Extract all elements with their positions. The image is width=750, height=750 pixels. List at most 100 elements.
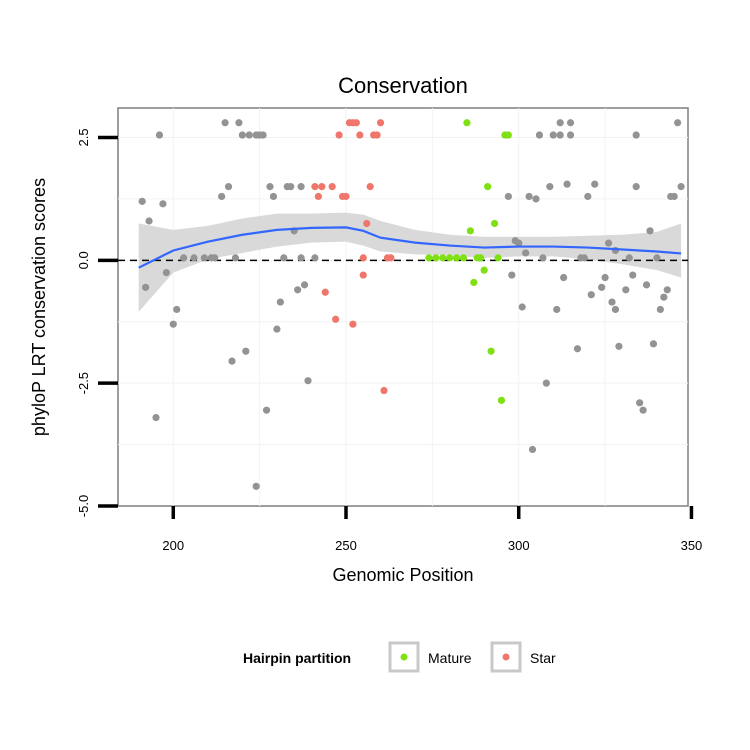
point-other: [670, 192, 678, 201]
point-other: [615, 342, 623, 350]
point-star: [363, 219, 371, 228]
point-star: [318, 183, 326, 191]
point-mature: [497, 396, 506, 404]
point-other: [591, 180, 599, 188]
point-other: [542, 379, 550, 387]
point-other: [656, 305, 664, 314]
point-other: [221, 119, 229, 127]
y-tick-label: 2.5: [76, 128, 91, 146]
point-mature: [494, 254, 502, 262]
point-star: [342, 192, 350, 201]
y-tick-label: 0.0: [76, 251, 91, 269]
x-tick-label: 250: [335, 538, 357, 553]
point-other: [604, 239, 613, 247]
point-other: [269, 192, 278, 201]
point-other: [297, 183, 305, 191]
point-other: [508, 271, 516, 279]
point-other: [180, 254, 188, 262]
point-mature: [459, 254, 468, 262]
point-other: [584, 192, 592, 201]
point-other: [152, 413, 160, 422]
point-other: [525, 192, 533, 201]
point-other: [294, 286, 302, 294]
point-other: [300, 281, 309, 289]
point-other: [228, 357, 236, 365]
point-other: [636, 399, 644, 407]
point-star: [359, 271, 367, 279]
point-mature: [490, 219, 499, 228]
point-other: [235, 119, 243, 127]
point-other: [218, 192, 226, 201]
point-other: [632, 183, 640, 191]
grid-lines: [118, 108, 688, 506]
point-star: [349, 320, 357, 328]
point-other: [231, 254, 240, 262]
confidence-band-area: [138, 212, 682, 312]
point-star: [335, 131, 343, 139]
point-other: [632, 131, 640, 139]
point-mature: [446, 254, 454, 262]
point-other: [660, 293, 668, 301]
point-other: [549, 131, 557, 139]
point-mature: [487, 347, 495, 355]
smooth-line: [138, 226, 682, 269]
point-other: [653, 254, 661, 262]
point-other: [677, 183, 685, 191]
point-mature: [470, 278, 478, 287]
legend: Hairpin partition Mature Star: [243, 641, 556, 673]
point-other: [663, 286, 671, 294]
point-other: [252, 482, 260, 490]
point-other: [611, 305, 620, 314]
point-other: [169, 320, 177, 328]
point-other: [311, 254, 319, 262]
point-other: [211, 254, 219, 262]
point-other: [639, 406, 647, 414]
point-other: [566, 119, 575, 127]
legend-title: Hairpin partition: [243, 650, 351, 666]
y-tick-label: -5.0: [76, 495, 91, 517]
point-star: [321, 288, 329, 296]
point-other: [566, 131, 575, 139]
confidence-band: [138, 212, 682, 312]
x-axis-title: Genomic Position: [332, 565, 473, 585]
point-other: [573, 345, 582, 353]
point-star: [311, 183, 319, 191]
point-other: [528, 445, 537, 454]
point-other: [518, 303, 526, 311]
point-other: [145, 217, 153, 225]
point-other: [280, 254, 288, 262]
point-other: [539, 254, 547, 262]
point-mature: [466, 227, 474, 235]
point-other: [556, 119, 564, 127]
point-other: [304, 377, 312, 385]
point-other: [190, 254, 198, 262]
point-mature: [484, 183, 492, 191]
point-other: [138, 197, 146, 205]
point-other: [580, 254, 588, 262]
point-other: [155, 131, 164, 139]
point-other: [238, 131, 246, 139]
point-other: [162, 269, 170, 277]
point-other: [646, 227, 654, 235]
point-other: [532, 195, 540, 203]
point-mature: [463, 119, 471, 127]
point-other: [173, 305, 181, 314]
point-other: [587, 291, 595, 299]
point-other: [563, 180, 571, 188]
point-mature: [432, 254, 440, 262]
point-other: [649, 340, 658, 348]
point-other: [553, 305, 561, 314]
point-other: [535, 131, 544, 139]
legend-label-mature: Mature: [428, 650, 472, 666]
y-tick-label: -2.5: [76, 372, 91, 394]
point-star: [359, 254, 367, 262]
x-axis: 200 250 300 350: [162, 506, 702, 553]
point-other: [266, 183, 274, 191]
point-other: [522, 249, 530, 257]
point-star: [376, 119, 385, 127]
point-other: [629, 271, 637, 279]
point-star: [328, 183, 336, 191]
point-other: [608, 298, 616, 306]
smooth-curve: [138, 226, 682, 269]
point-other: [242, 347, 250, 355]
